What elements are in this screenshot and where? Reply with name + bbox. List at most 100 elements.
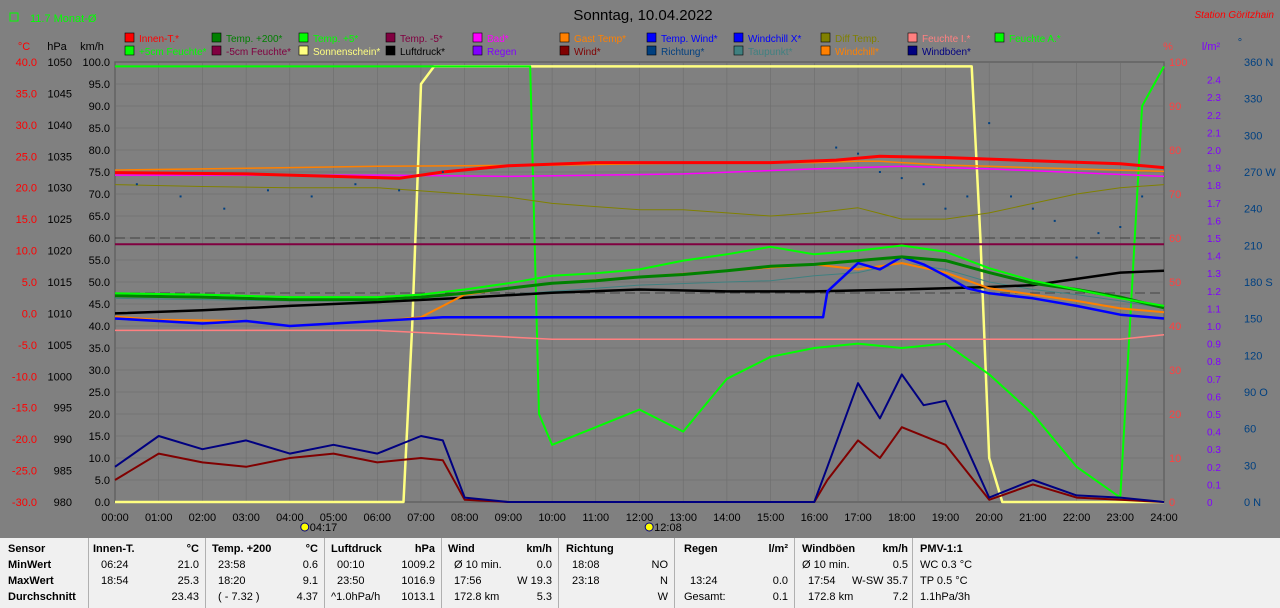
temp-tick: -5.0 (18, 340, 37, 352)
pressure-unit-label: hPa (47, 41, 67, 53)
pressure-tick: 995 (54, 403, 72, 415)
rain-tick: 1.3 (1207, 269, 1221, 280)
rain-tick: 2.0 (1207, 146, 1221, 157)
legend-label: Feuchte A.* (1009, 34, 1061, 45)
direction-tick: 120 (1244, 350, 1262, 362)
legend-swatch (472, 32, 483, 43)
legend-swatch (385, 45, 396, 56)
stats-row-min-label: MinWert (8, 559, 52, 571)
wind-tick: 45.0 (89, 299, 110, 311)
series-line-temp-5 (114, 244, 1165, 307)
stats-windboeen-column: Windböen km/h Ø 10 min. 0.5 17:54 W-SW 35.7… (802, 538, 910, 608)
wind-tick: 35.0 (89, 343, 110, 355)
pressure-tick: 1020 (48, 246, 72, 258)
humidity-tick: 80 (1169, 145, 1181, 157)
stats-temp200-avg-value: 4.37 (296, 591, 318, 603)
legend-label: Wind* (574, 47, 601, 58)
stats-innen-max-value: 25.3 (177, 575, 199, 587)
wind-tick: 90.0 (89, 101, 110, 113)
time-tick: 11:00 (582, 512, 609, 524)
time-tick: 24:00 (1150, 512, 1178, 524)
legend-swatch (211, 45, 222, 56)
stats-windboeen-unit: km/h (882, 543, 908, 555)
humidity-tick: 100 (1169, 57, 1187, 69)
wind-tick: 10.0 (89, 453, 110, 465)
rain-unit-label: l/m² (1202, 41, 1221, 53)
legend-label: +5cm Feuchte* (139, 47, 207, 58)
direction-point (922, 183, 925, 186)
wind-tick: 75.0 (89, 167, 110, 179)
direction-point (266, 189, 269, 192)
temp-tick: -25.0 (12, 466, 37, 478)
legend-swatch (385, 32, 396, 43)
pressure-tick: 1005 (48, 340, 72, 352)
pressure-tick: 980 (54, 497, 72, 509)
direction-tick: 270 W (1244, 167, 1276, 179)
time-tick: 07:00 (407, 512, 435, 524)
time-tick: 12:00 (626, 512, 654, 524)
legend-swatch (907, 32, 918, 43)
time-tick: 00:00 (101, 512, 129, 524)
rain-tick: 0.4 (1207, 428, 1221, 439)
time-tick: 14:00 (713, 512, 741, 524)
stats-divider (794, 538, 795, 608)
wind-tick: 85.0 (89, 123, 110, 135)
direction-tick: 240 (1244, 204, 1262, 216)
stats-innen-min-time: 06:24 (101, 559, 129, 571)
time-tick: 21:00 (1019, 512, 1047, 524)
data-series (114, 65, 1165, 504)
direction-tick: 330 (1244, 94, 1262, 106)
temp-tick: 25.0 (16, 151, 37, 163)
direction-point (1119, 226, 1122, 228)
stats-wind-max-time: 17:56 (454, 575, 482, 587)
rain-tick: 0 (1207, 498, 1213, 509)
humidity-tick: 50 (1169, 277, 1181, 289)
direction-tick: 180 S (1244, 277, 1273, 289)
stats-wind-avg10-value: 0.0 (536, 559, 552, 571)
stats-temp200-title: Temp. +200 (212, 543, 272, 555)
pressure-tick: 1050 (48, 57, 72, 69)
stats-luftdruck-max-time: 23:50 (337, 575, 365, 587)
time-tick: 13:00 (669, 512, 697, 524)
stats-divider (324, 538, 325, 608)
stats-wind-max-value: W 19.3 (517, 575, 552, 587)
stats-pmv-column: PMV-1:1 WC 0.3 °C TP 0.5 °C 1.1hPa/3h (920, 538, 1020, 608)
stats-luftdruck-min-value: 1009.2 (401, 559, 435, 571)
legend-label: Luftdruck* (400, 47, 445, 58)
direction-tick: 150 (1244, 314, 1262, 326)
temp-tick: 40.0 (16, 57, 37, 69)
time-tick: 05:00 (320, 512, 348, 524)
pressure-tick: 1010 (48, 308, 72, 320)
stats-luftdruck-title: Luftdruck (331, 543, 382, 555)
stats-windboeen-title: Windböen (802, 543, 856, 555)
time-tick: 09:00 (495, 512, 523, 524)
legend-label: Windchill* (835, 47, 879, 58)
legend-swatch (646, 32, 657, 43)
legend-swatch (211, 32, 222, 43)
humidity-unit-label: % (1163, 41, 1173, 53)
pressure-tick: 985 (54, 466, 72, 478)
time-tick: 20:00 (975, 512, 1003, 524)
stats-richtung-title: Richtung (566, 543, 614, 555)
direction-point (310, 195, 313, 198)
stats-pmv-windchill: WC 0.3 °C (920, 559, 973, 571)
time-tick: 03:00 (232, 512, 260, 524)
pressure-tick: 990 (54, 434, 72, 446)
humidity-tick: 10 (1169, 453, 1181, 465)
direction-point (135, 183, 138, 186)
direction-tick: 30 (1244, 460, 1256, 472)
direction-point (857, 152, 860, 155)
legend-swatch (820, 45, 831, 56)
statistics-table: Sensor MinWert MaxWert Durchschnitt Inne… (0, 538, 1280, 608)
stats-divider (912, 538, 913, 608)
stats-temp200-min-value: 0.6 (302, 559, 318, 571)
rain-tick: 1.2 (1207, 287, 1221, 298)
time-tick: 22:00 (1063, 512, 1091, 524)
series-line-temp-wind (114, 255, 1165, 328)
humidity-tick: 90 (1169, 101, 1181, 113)
legend-label: Temp. +5* (313, 34, 358, 45)
legend-swatch (298, 32, 309, 43)
series-line-diff-temp (114, 184, 1165, 220)
noon-icon (644, 522, 654, 532)
time-tick: 04:00 (276, 512, 304, 524)
